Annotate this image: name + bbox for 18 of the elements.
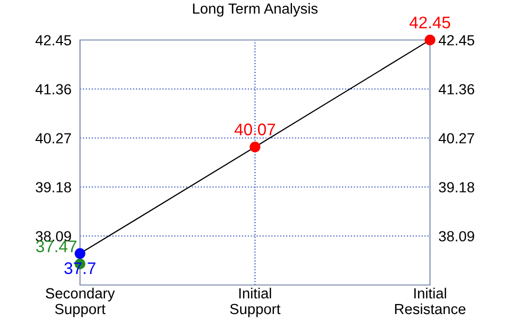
data-label: 40.07 bbox=[234, 124, 276, 136]
y2-tick-label: 40.27 bbox=[438, 133, 474, 144]
y-tick-label: 41.36 bbox=[36, 84, 72, 94]
data-label: 37.47 bbox=[36, 240, 76, 252]
y-tick-label: 42.45 bbox=[36, 35, 72, 46]
y-tick-label: 38.09 bbox=[36, 231, 71, 242]
x-tick-label: Secondary Support bbox=[46, 288, 115, 318]
y-tick-label: 39.18 bbox=[36, 182, 72, 192]
x-tick-label: Initial Support bbox=[230, 288, 280, 318]
x-tick-label: Initial Resistance bbox=[395, 288, 466, 314]
y-tick-label: 40.27 bbox=[36, 133, 71, 144]
y2-tick-label: 38.09 bbox=[438, 231, 474, 242]
data-label: 37.7 bbox=[64, 262, 96, 274]
y2-tick-label: 39.18 bbox=[438, 182, 474, 192]
y2-tick-label: 41.36 bbox=[438, 84, 474, 94]
chart-title: Long Term Analysis bbox=[193, 3, 318, 17]
data-label: 42.45 bbox=[410, 16, 450, 28]
y2-tick-label: 42.45 bbox=[438, 35, 474, 46]
